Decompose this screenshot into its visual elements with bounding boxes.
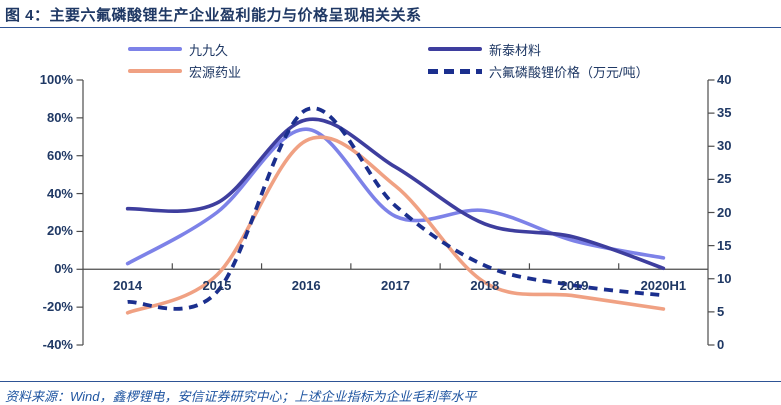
source-note: 资料来源：Wind，鑫椤锂电，安信证券研究中心；上述企业指标为企业毛利率水平 bbox=[5, 389, 477, 404]
series-hongyuan-yaoye bbox=[125, 135, 666, 315]
footer-divider bbox=[0, 381, 781, 382]
series-xintai-cailiao bbox=[125, 117, 666, 271]
title-divider bbox=[0, 27, 781, 28]
series-jiujiujiu bbox=[125, 127, 666, 266]
figure-title: 图 4：主要六氟磷酸锂生产企业盈利能力与价格呈现相关关系 bbox=[5, 7, 422, 24]
series-lipf6-price bbox=[127, 106, 664, 311]
